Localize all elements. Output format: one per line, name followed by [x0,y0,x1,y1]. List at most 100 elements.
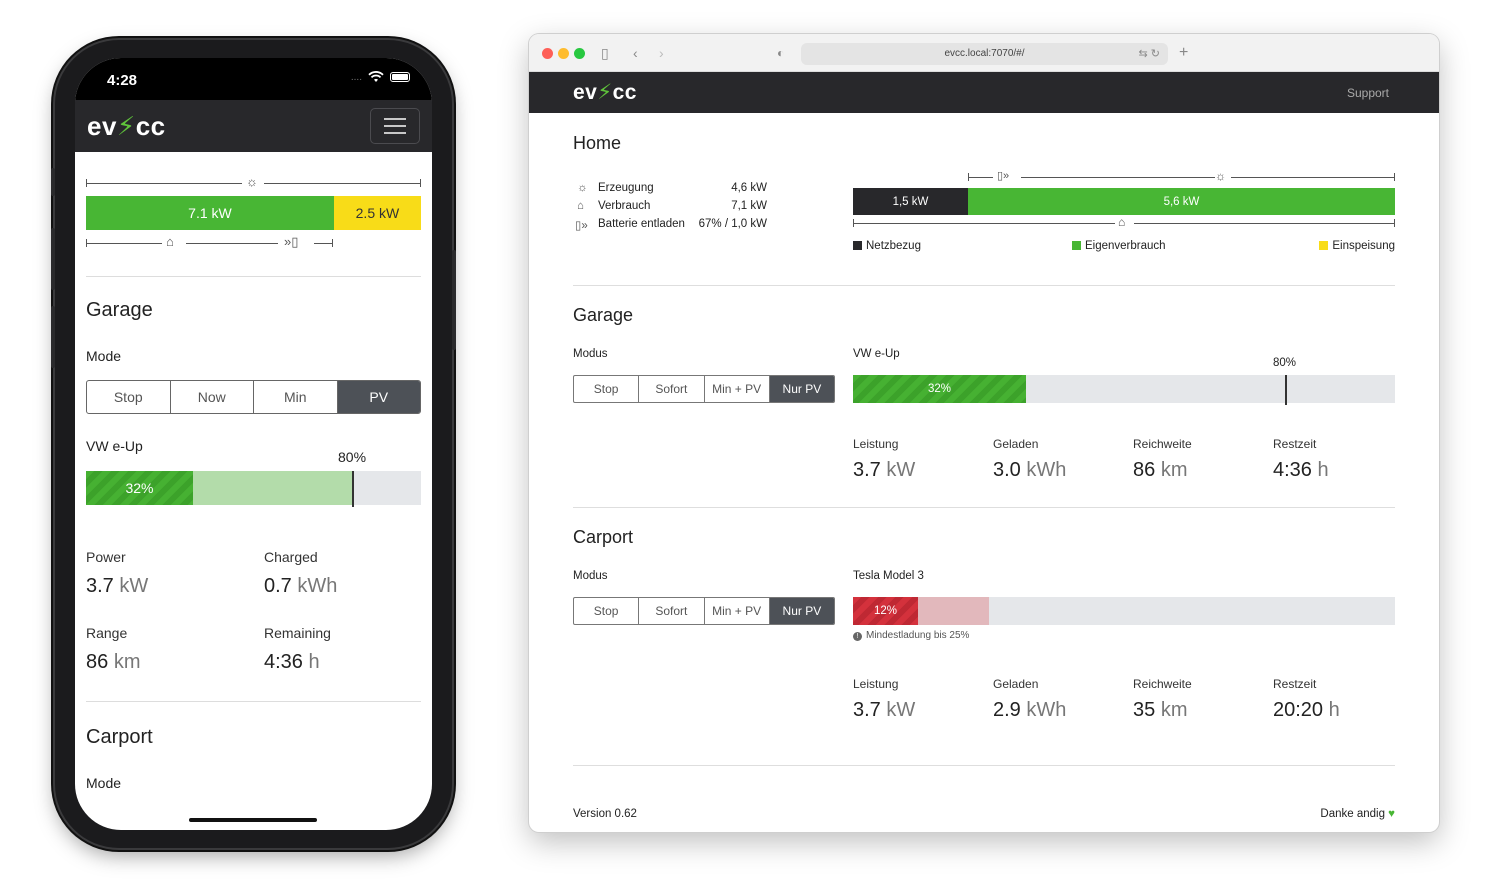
mode-min-button[interactable]: Min [254,381,338,413]
stat-label: Restzeit [1273,677,1317,691]
stat-unit: h [1328,699,1340,721]
new-tab-icon[interactable]: + [1179,44,1189,61]
stat-label: Charged [264,549,318,565]
phone-navbar: ev⚡cc [75,100,432,152]
signal-icon: .... [350,71,362,83]
consumption-line: ⌂ [853,215,1395,230]
close-window-button[interactable] [542,48,553,59]
status-icons: .... [351,71,410,83]
home-icon: ⌂ [577,200,584,212]
mode-minpv-button[interactable]: Min + PV [705,598,770,624]
mode-pv-button[interactable]: PV [337,381,420,413]
support-link[interactable]: Support [1346,85,1389,100]
mode-minpv-button[interactable]: Min + PV [705,376,770,402]
home-title: Home [573,133,622,153]
mode-nurpv-button[interactable]: Nur PV [769,598,834,624]
logo-right: cc [135,110,166,141]
phone-power-button [452,250,456,350]
browser-window: ▯ ‹ › ◐ evcc.local:7070/#/ ⇆ ↻ + ev⚡cc S… [529,34,1439,832]
mode-sofort-button[interactable]: Sofort [639,598,705,624]
stat-number: 4:36 [1273,459,1312,481]
stat-label: Range [86,625,128,641]
mode-label: Mode [86,348,122,364]
logo-bolt-icon: ⚡ [597,81,613,104]
zoom-window-button[interactable] [574,48,585,59]
shield-icon[interactable]: ◐ [777,46,785,60]
garage-mode-selector: Stop Sofort Min + PV Nur PV [573,375,835,403]
url-text: evcc.local:7070/#/ [944,48,1025,59]
garage-title: Garage [86,299,153,321]
stat-number: 0.7 [264,575,292,597]
stats-grid: Power 3.7 kW Charged 0.7 kWh Range 86 km… [86,535,421,701]
carport-mode-label: Mode [86,775,122,791]
carport-mode-label: Modus [573,570,608,582]
stat-number: 3.7 [853,699,881,721]
vehicle-name: VW e-Up [86,438,143,454]
carport-soc-bar[interactable]: 12% [853,597,1395,625]
stat-value: 3.7 kW [853,699,915,722]
target-soc-marker[interactable] [1285,375,1287,405]
stat-restzeit: Restzeit 4:36 h [1273,437,1329,482]
summary-value: 4,6 kW [731,182,767,194]
logo-left: ev [87,110,117,141]
thanks-text: Danke andig [1320,808,1385,820]
mode-stop-button[interactable]: Stop [87,381,171,413]
stat-number: 2.9 [993,699,1021,721]
status-time: 4:28 [107,72,138,89]
stat-unit: kWh [1026,699,1067,721]
mode-nurpv-button[interactable]: Nur PV [769,376,834,402]
legend-label: Netzbezug [866,240,921,252]
stat-unit: h [1317,459,1329,481]
version-label[interactable]: Version 0.62 [573,808,637,820]
stat-number: 3.7 [86,575,114,597]
legend-label: Einspeisung [1332,240,1395,252]
home-indicator[interactable] [189,818,317,822]
heart-icon: ♥ [1388,808,1395,820]
phone-volume-up [51,228,55,290]
logo-left: ev [573,81,598,104]
carport-title: Carport [86,726,153,748]
battery-charge-icon: »▯ [284,234,299,249]
mode-stop-button[interactable]: Stop [574,376,640,402]
address-bar[interactable]: evcc.local:7070/#/ ⇆ ↻ [801,43,1168,65]
mode-now-button[interactable]: Now [171,381,254,413]
stat-value: 3.7 kW [853,459,915,482]
legend-grid: Netzbezug [853,240,921,252]
stat-label: Reichweite [1133,437,1192,451]
legend-feedin: Einspeisung [1319,240,1395,252]
carport-mode-selector: Stop Sofort Min + PV Nur PV [573,597,835,625]
stat-number: 3.7 [853,459,881,481]
stat-value: 86 km [86,651,140,674]
garage-title: Garage [573,305,634,325]
summary-label: Batterie entladen [598,218,685,230]
back-icon[interactable]: ‹ [633,45,638,61]
stat-number: 86 [1133,459,1156,481]
evcc-logo[interactable]: ev⚡cc [87,111,166,142]
home-flow: ▯» ☼ 1,5 kW 5,6 kW ⌂ Netzbezug Eigenverb… [853,169,1395,256]
mode-stop-button[interactable]: Stop [574,598,640,624]
hamburger-menu-button[interactable] [370,108,420,144]
target-soc-marker[interactable] [352,471,354,507]
sponsor-link[interactable]: Danke andig ♥ [1320,808,1395,820]
sidebar-icon[interactable]: ▯ [601,45,609,61]
evcc-logo[interactable]: ev⚡cc [573,80,637,105]
garage-vehicle-name: VW e-Up [853,348,900,360]
reload-icon[interactable]: ⇆ ↻ [1138,48,1161,60]
forward-icon[interactable]: › [659,45,664,61]
soc-bar[interactable]: 32% [86,471,421,507]
summary-value: 67% / 1,0 kW [698,218,767,230]
energy-bar-self: 7.1 kW [86,196,334,230]
energy-bar-self: 5,6 kW [968,188,1395,215]
minimize-window-button[interactable] [558,48,569,59]
target-soc-label: 80% [338,449,367,465]
phone-screen: 4:28 .... ev⚡cc ☼ 7.1 kW 2.5 kW [75,58,432,830]
garage-soc-bar[interactable]: 32% [853,375,1395,405]
soc-fill: 32% [853,375,1026,403]
sun-icon: ☼ [577,182,588,194]
stat-value: 2.9 kWh [993,699,1066,722]
mode-selector: Stop Now Min PV [86,380,421,414]
stat-value: 86 km [1133,459,1192,482]
stat-unit: h [308,651,320,673]
mode-sofort-button[interactable]: Sofort [639,376,705,402]
min-charge-hint: ! Mindestladung bis 25% [853,630,969,641]
